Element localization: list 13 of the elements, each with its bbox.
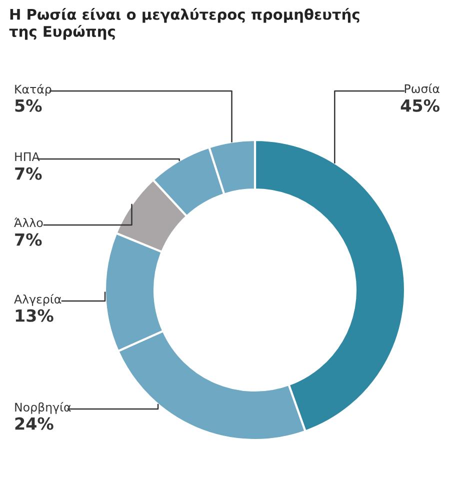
data-label: 13% <box>16 309 54 322</box>
slice-label: ΗΠΑ <box>15 152 40 161</box>
slice-label: Ρωσία <box>404 84 440 94</box>
chart-title: Η Ρωσία είναι ο μεγαλύτερος προμηθευτής της Ευρώπης <box>9 8 360 40</box>
slice-label: Αλγερία <box>14 294 62 306</box>
data-label: 24% <box>15 417 54 430</box>
slice-label: Κατάρ <box>15 84 52 96</box>
data-label: 5% <box>15 99 42 112</box>
data-label: 7% <box>15 167 42 180</box>
data-label: 45% <box>400 99 440 112</box>
data-label: 7% <box>15 233 42 246</box>
slice-label: Άλλο <box>14 218 43 228</box>
slice-label: Νορβηγία <box>15 402 71 414</box>
